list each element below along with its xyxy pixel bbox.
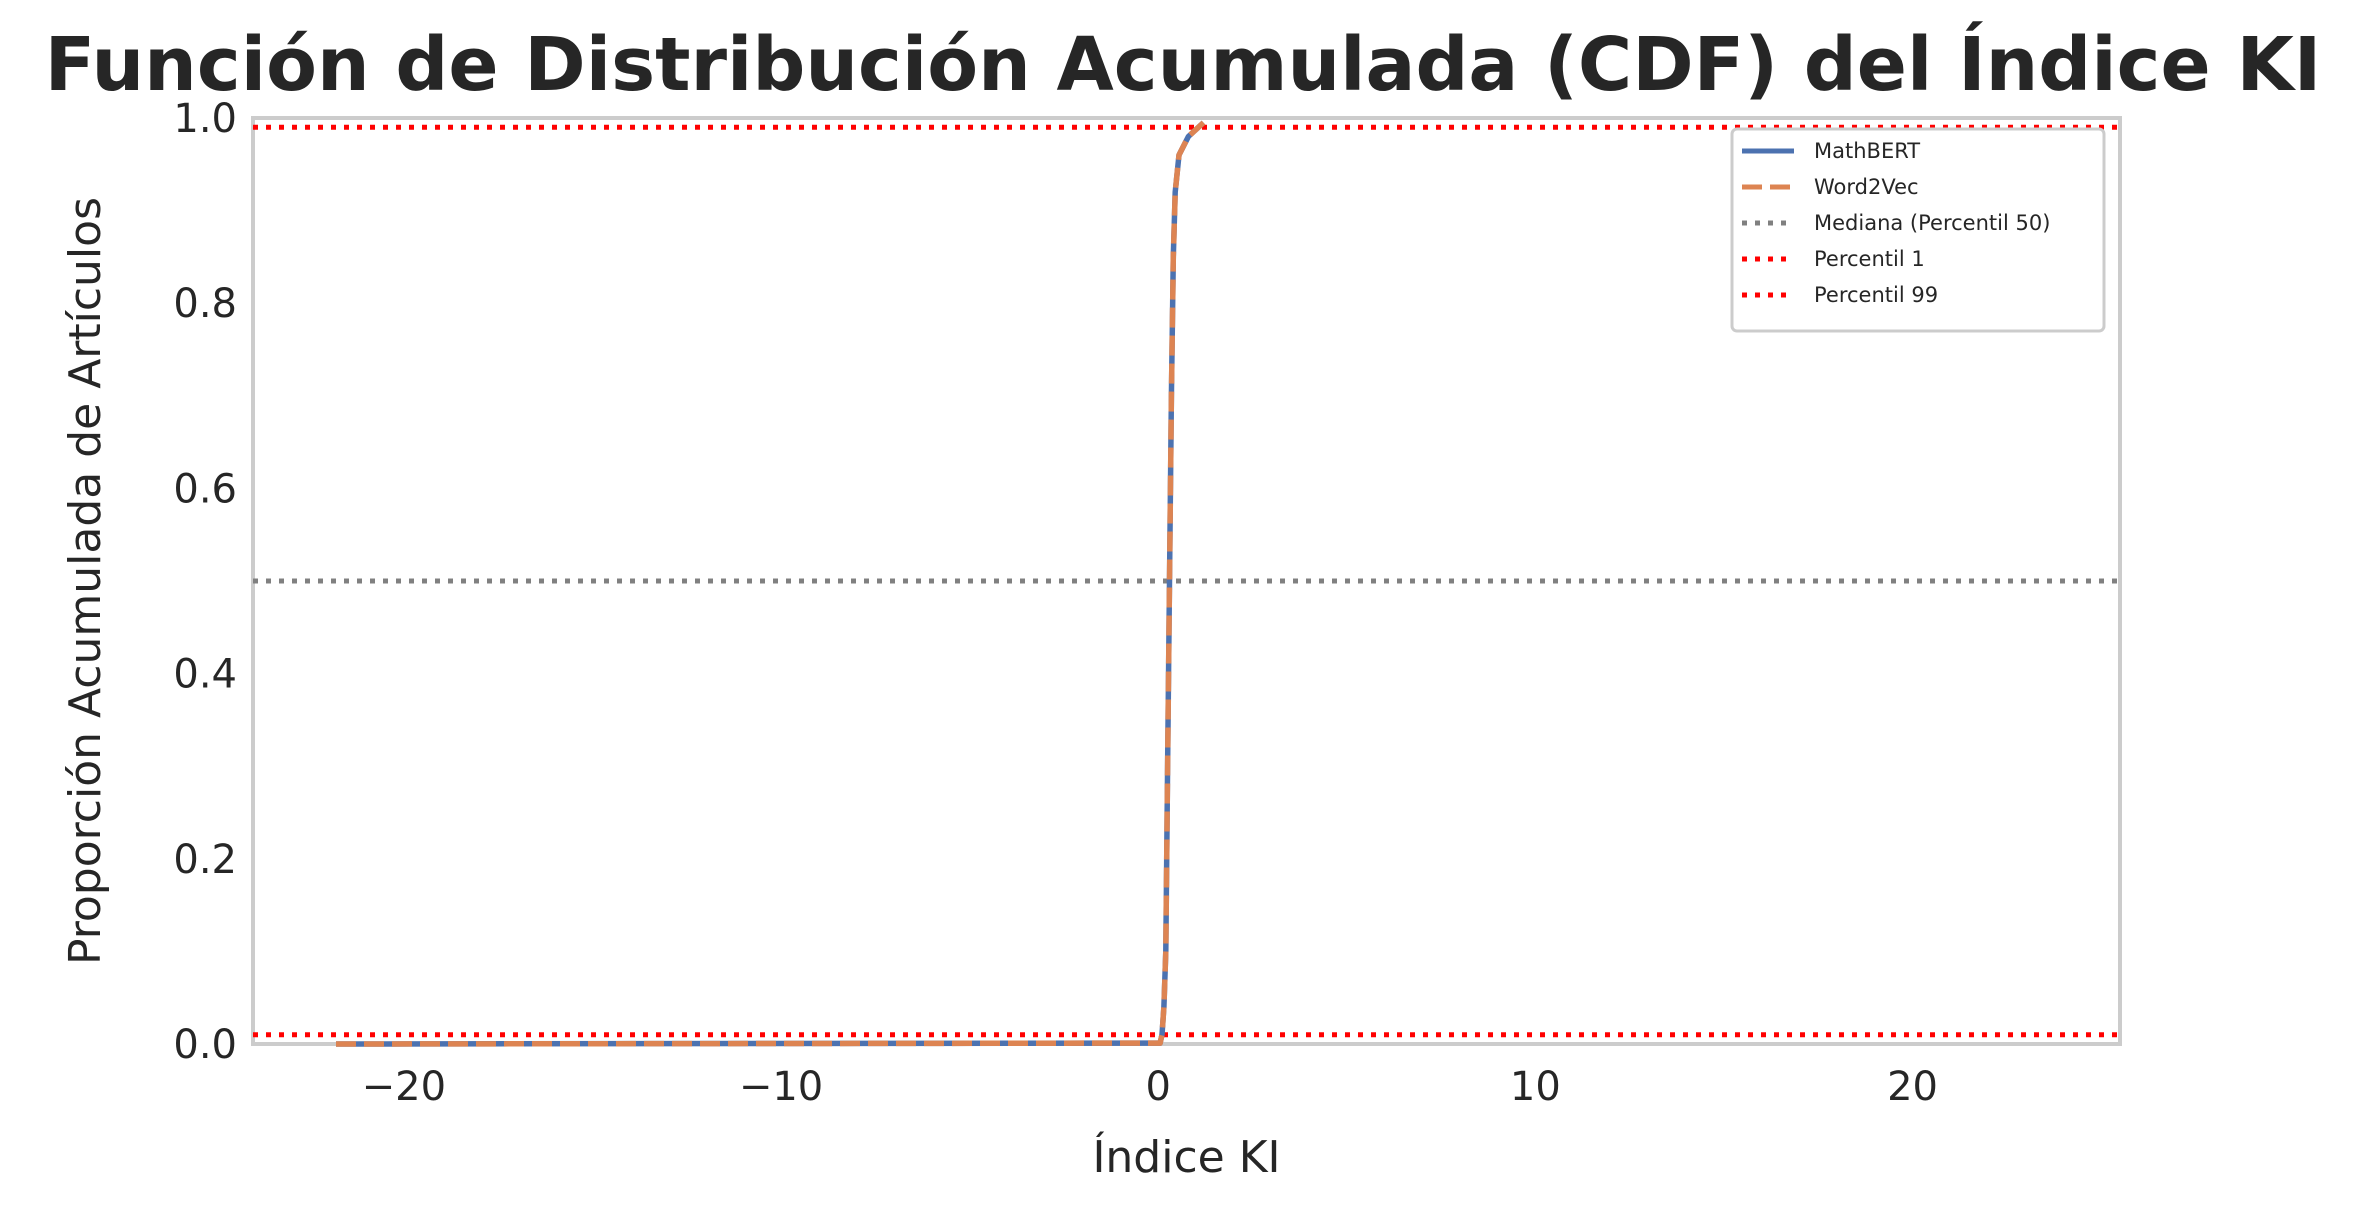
chart-title: Función de Distribución Acumulada (CDF) … <box>45 20 2322 108</box>
y-tick-label: 0.0 <box>173 1022 237 1068</box>
series-line-word2vec <box>335 120 1206 1047</box>
x-tick-label: −10 <box>739 1064 823 1110</box>
legend-label: Percentil 99 <box>1814 283 1938 307</box>
legend-label: Mediana (Percentil 50) <box>1814 211 2050 235</box>
y-tick-label: 0.4 <box>173 652 237 698</box>
x-axis-ticks: −20 −10 0 10 20 <box>362 1064 1938 1110</box>
legend: MathBERT Word2Vec Mediana (Percentil 50) Pe… <box>1730 127 2106 333</box>
legend-label: Word2Vec <box>1814 175 1919 199</box>
y-axis-ticks: 0.0 0.2 0.4 0.6 0.8 1.0 <box>173 96 237 1068</box>
x-tick-label: 10 <box>1510 1064 1561 1110</box>
y-tick-label: 1.0 <box>173 96 237 142</box>
y-tick-label: 0.2 <box>173 837 237 883</box>
x-tick-label: 0 <box>1145 1064 1170 1110</box>
y-tick-label: 0.6 <box>173 466 237 512</box>
legend-label: MathBERT <box>1814 139 1920 163</box>
legend-box <box>1730 127 2106 333</box>
series-lines <box>335 120 1206 1047</box>
legend-label: Percentil 1 <box>1814 247 1925 271</box>
x-tick-label: 20 <box>1887 1064 1938 1110</box>
y-tick-label: 0.8 <box>173 281 237 327</box>
x-axis-label: Índice KI <box>1092 1130 1280 1183</box>
x-tick-label: −20 <box>362 1064 446 1110</box>
y-axis-label: Proporción Acumulada de Artículos <box>60 197 111 965</box>
